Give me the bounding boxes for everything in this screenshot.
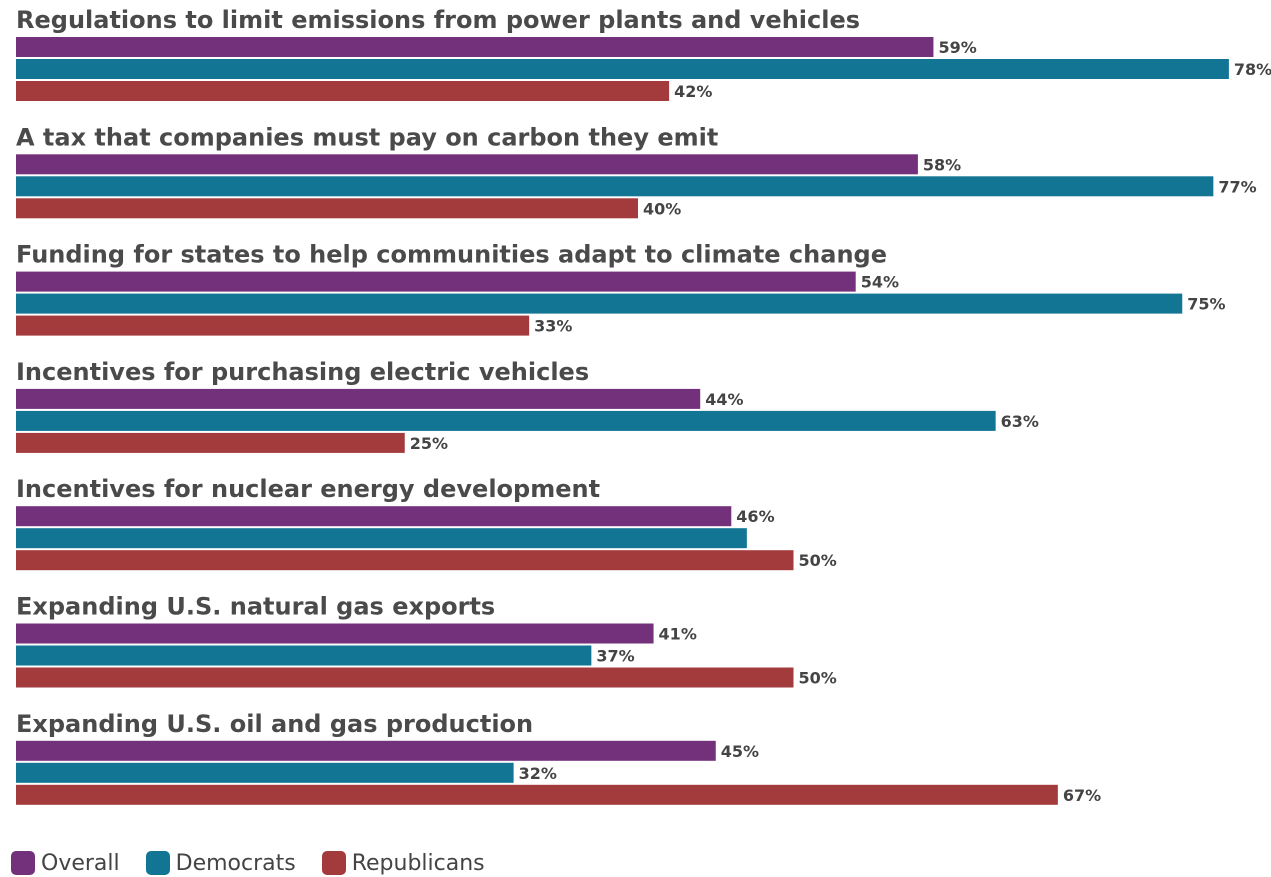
legend-item-republicans: Republicans <box>321 850 485 876</box>
bar-overall-3 <box>16 271 856 292</box>
bar-label-overall-5: 46% <box>736 507 774 526</box>
category-title-6: Expanding U.S. natural gas exports <box>16 593 495 621</box>
bar-overall-2 <box>16 154 918 175</box>
bar-democrats-1 <box>16 59 1229 79</box>
legend-swatch-overall <box>11 851 35 875</box>
bar-label-republicans-7: 67% <box>1063 786 1101 805</box>
bar-republicans-2 <box>16 198 638 219</box>
bar-label-overall-4: 44% <box>705 390 743 409</box>
bar-label-democrats-2: 77% <box>1218 177 1256 196</box>
bar-republicans-3 <box>16 315 530 336</box>
bar-label-democrats-3: 75% <box>1187 295 1225 314</box>
legend-label-republicans: Republicans <box>351 850 485 876</box>
bar-overall-5 <box>16 506 732 527</box>
bar-overall-1 <box>16 37 934 57</box>
bar-democrats-3 <box>16 293 1183 314</box>
bar-label-republicans-5: 50% <box>799 551 837 570</box>
bar-label-republicans-3: 33% <box>534 317 572 336</box>
legend-label-democrats: Democrats <box>175 850 296 876</box>
category-title-2: A tax that companies must pay on carbon … <box>16 123 718 151</box>
bar-label-republicans-4: 25% <box>410 434 448 453</box>
category-title-3: Funding for states to help communities a… <box>16 241 887 269</box>
bar-democrats-5 <box>16 528 747 549</box>
bar-democrats-6 <box>16 645 592 666</box>
legend-label-overall: Overall <box>41 850 120 876</box>
bar-democrats-4 <box>16 410 996 431</box>
legend-swatch-republicans <box>321 851 346 875</box>
bar-label-democrats-7: 32% <box>519 764 557 783</box>
bar-democrats-2 <box>16 176 1214 197</box>
bar-democrats-7 <box>16 762 514 783</box>
bar-label-republicans-2: 40% <box>643 199 681 218</box>
bar-label-overall-3: 54% <box>861 273 899 292</box>
category-title-7: Expanding U.S. oil and gas production <box>16 710 533 738</box>
bar-label-overall-1: 59% <box>938 38 976 57</box>
bar-republicans-6 <box>16 667 794 688</box>
bar-label-overall-7: 45% <box>721 742 759 761</box>
category-title-4: Incentives for purchasing electric vehic… <box>16 358 589 386</box>
bar-republicans-5 <box>16 550 794 571</box>
bar-label-democrats-6: 37% <box>596 647 634 666</box>
bar-label-republicans-6: 50% <box>799 669 837 688</box>
bar-label-democrats-1: 78% <box>1234 60 1271 79</box>
bar-label-democrats-4: 63% <box>1001 412 1039 431</box>
legend-swatch-democrats <box>145 851 170 875</box>
bar-overall-6 <box>16 623 654 644</box>
bar-label-overall-2: 58% <box>923 155 961 174</box>
bar-label-republicans-1: 42% <box>674 82 712 101</box>
bar-label-overall-6: 41% <box>659 625 697 644</box>
category-title-1: Regulations to limit emissions from powe… <box>16 6 860 34</box>
bar-republicans-4 <box>16 432 405 453</box>
legend-item-overall: Overall <box>11 851 120 876</box>
bar-republicans-7 <box>16 784 1058 805</box>
legend: Overall Democrats Republicans <box>11 849 485 877</box>
category-title-5: Incentives for nuclear energy developmen… <box>16 475 600 503</box>
bar-overall-4 <box>16 388 701 409</box>
bar-republicans-1 <box>16 81 670 101</box>
bar-overall-7 <box>16 740 716 761</box>
legend-item-democrats: Democrats <box>145 850 296 876</box>
